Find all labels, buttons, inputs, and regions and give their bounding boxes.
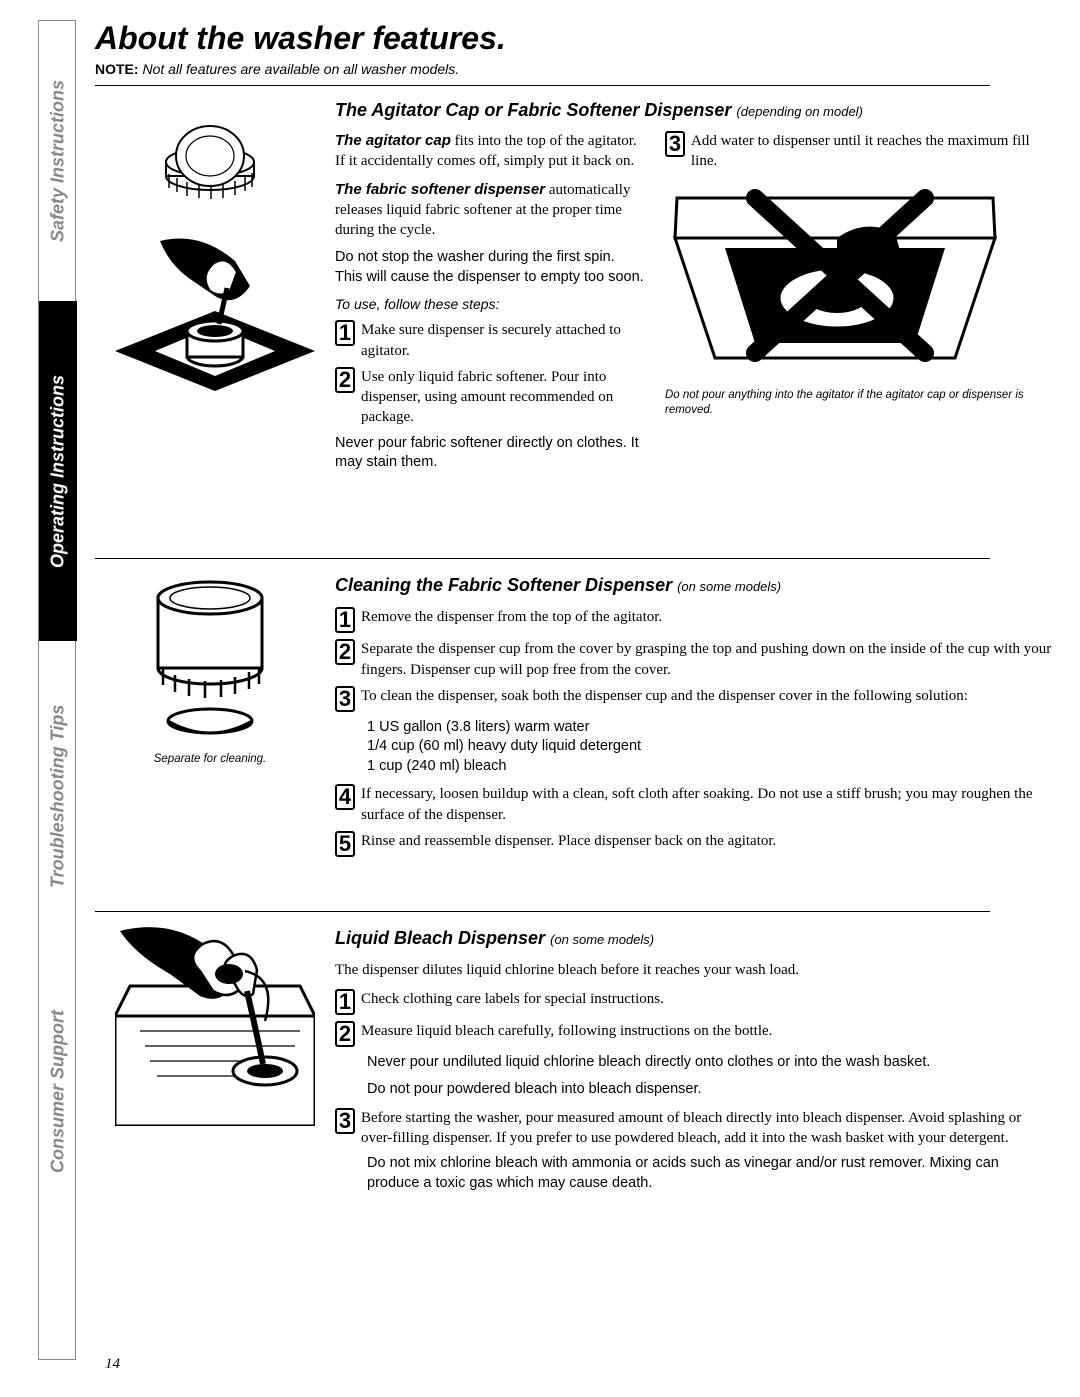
section2-step3: 3 To clean the dispenser, soak both the d… [335, 686, 1055, 712]
section3-heading: Liquid Bleach Dispenser (on some models) [335, 926, 1055, 950]
illustration-do-not-pour [665, 178, 1055, 384]
section2-heading-main: Cleaning the Fabric Softener Dispenser [335, 575, 672, 595]
section1-heading-main: The Agitator Cap or Fabric Softener Disp… [335, 100, 731, 120]
tab-operating-instructions[interactable]: Operating Instructions [39, 301, 77, 641]
solution-line3: 1 cup (240 ml) bleach [367, 757, 1055, 777]
section3-step1-text: Check clothing care labels for special i… [361, 989, 1055, 1009]
illustration-pour-dispenser [115, 236, 305, 426]
section2-fig-caption: Separate for cleaning. [115, 752, 305, 767]
note-label: NOTE: [95, 61, 139, 77]
section1-step3: 3 Add water to dispenser until it reache… [665, 131, 1055, 172]
section3-step3-text: Before starting the washer, pour measure… [361, 1108, 1055, 1149]
section2-step3-text: To clean the dispenser, soak both the di… [361, 686, 1055, 706]
agitator-cap-paragraph: The agitator cap fits into the top of th… [335, 131, 645, 172]
section2-step4-text: If necessary, loosen buildup with a clea… [361, 784, 1055, 825]
section1-warn2: Never pour fabric softener directly on c… [335, 434, 645, 473]
section-bleach-dispenser: Liquid Bleach Dispenser (on some models)… [95, 926, 1070, 1226]
step-number-3: 3 [335, 1108, 355, 1134]
section3-step2: 2 Measure liquid bleach carefully, follow… [335, 1021, 1055, 1047]
section1-step2-text: Use only liquid fabric softener. Pour in… [361, 367, 645, 428]
section3-step1: 1 Check clothing care labels for special … [335, 989, 1055, 1015]
section1-heading-suffix: (depending on model) [736, 104, 862, 119]
tab-consumer-support[interactable]: Consumer Support [39, 951, 77, 1231]
step-number-3: 3 [335, 686, 355, 712]
solution-line1: 1 US gallon (3.8 liters) warm water [367, 718, 1055, 738]
section3-heading-main: Liquid Bleach Dispenser [335, 928, 545, 948]
illustration-agitator-cap [115, 100, 305, 210]
section1-step2: 2 Use only liquid fabric softener. Pour … [335, 367, 645, 428]
section3-step3: 3Before starting the washer, pour measur… [335, 1108, 1055, 1149]
page-content: About the washer features. NOTE: Not all… [95, 20, 1070, 1244]
softener-label: The fabric softener dispenser [335, 181, 545, 198]
section2-heading-suffix: (on some models) [677, 579, 781, 594]
section2-step2: 2Separate the dispenser cup from the cov… [335, 639, 1055, 680]
step-number-2: 2 [335, 1021, 355, 1047]
section-cleaning-dispenser: Separate for cleaning. Cleaning the Fabr… [95, 573, 1070, 893]
section1-heading: The Agitator Cap or Fabric Softener Disp… [335, 100, 1055, 121]
section2-step1: 1 Remove the dispenser from the top of th… [335, 607, 1055, 633]
tab-troubleshooting-tips[interactable]: Troubleshooting Tips [39, 641, 77, 951]
sidebar-tabs: Safety Instructions Operating Instructio… [38, 20, 76, 1360]
section2-heading: Cleaning the Fabric Softener Dispenser (… [335, 573, 1055, 597]
illustration-separate-dispenser: Separate for cleaning. [115, 573, 305, 767]
illustration-pour-bleach [115, 926, 305, 1126]
step-number-2: 2 [335, 367, 355, 393]
step-number-2: 2 [335, 639, 355, 665]
divider [95, 911, 990, 912]
step-number-5: 5 [335, 831, 355, 857]
steps-header: To use, follow these steps: [335, 295, 645, 314]
section-agitator-cap: The Agitator Cap or Fabric Softener Disp… [95, 100, 1070, 540]
section3-intro: The dispenser dilutes liquid chlorine bl… [335, 960, 1055, 980]
section2-step2-text: Separate the dispenser cup from the cove… [361, 639, 1055, 680]
divider [95, 85, 990, 86]
solution-line2: 1/4 cup (60 ml) heavy duty liquid deterg… [367, 737, 1055, 757]
step-number-1: 1 [335, 607, 355, 633]
agitator-cap-label: The agitator cap [335, 132, 451, 149]
step-number-4: 4 [335, 784, 355, 810]
section2-step4: 4If necessary, loosen buildup with a cle… [335, 784, 1055, 825]
divider [95, 558, 990, 559]
section3-warn3: Do not mix chlorine bleach with ammonia … [367, 1154, 1055, 1193]
page-title: About the washer features. [95, 20, 1070, 57]
section3-warn1: Never pour undiluted liquid chlorine ble… [367, 1053, 1055, 1073]
step-number-1: 1 [335, 320, 355, 346]
softener-paragraph: The fabric softener dispenser automatica… [335, 180, 645, 241]
note-text: Not all features are available on all wa… [142, 61, 459, 77]
section2-step5: 5 Rinse and reassemble dispenser. Place d… [335, 831, 1055, 857]
step-number-1: 1 [335, 989, 355, 1015]
section3-heading-suffix: (on some models) [550, 932, 654, 947]
section1-step1-text: Make sure dispenser is securely attached… [361, 320, 645, 361]
section1-step1: 1 Make sure dispenser is securely attach… [335, 320, 645, 361]
section3-warn2: Do not pour powdered bleach into bleach … [367, 1080, 1055, 1100]
section3-step2-text: Measure liquid bleach carefully, followi… [361, 1021, 1055, 1041]
section1-step3-text: Add water to dispenser until it reaches … [691, 131, 1055, 172]
section2-step5-text: Rinse and reassemble dispenser. Place di… [361, 831, 1055, 851]
page-number: 14 [105, 1356, 120, 1373]
section1-fig-caption: Do not pour anything into the agitator i… [665, 388, 1055, 418]
step-number-3: 3 [665, 131, 685, 157]
page-note: NOTE: Not all features are available on … [95, 61, 1070, 77]
tab-safety-instructions[interactable]: Safety Instructions [39, 21, 77, 301]
section2-step1-text: Remove the dispenser from the top of the… [361, 607, 1055, 627]
section1-warn1: Do not stop the washer during the first … [335, 248, 645, 287]
